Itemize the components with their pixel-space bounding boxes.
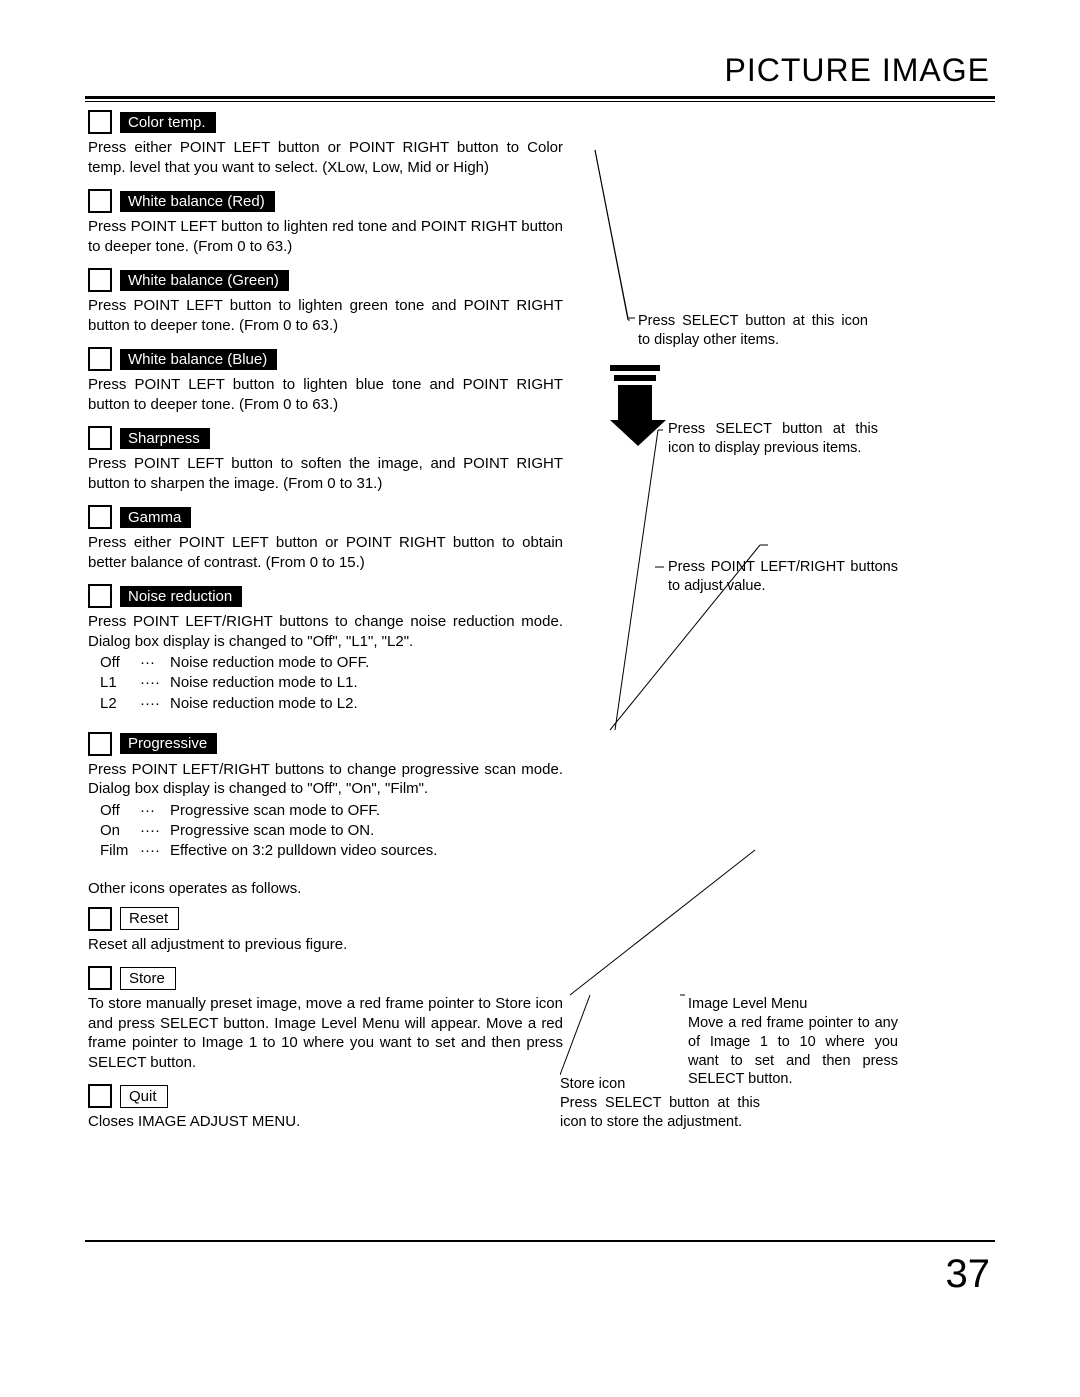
callout-title: Store icon	[560, 1075, 760, 1094]
item-wb-green: White balance (Green) Press POINT LEFT b…	[88, 268, 563, 335]
item-store: Store To store manually preset image, mo…	[88, 966, 563, 1072]
page-title: PICTURE IMAGE	[725, 52, 990, 89]
item-desc: Closes IMAGE ADJUST MENU.	[88, 1112, 563, 1132]
menu-icon	[88, 966, 112, 990]
callout-adjust: Press POINT LEFT/RIGHT buttons to adjust…	[668, 558, 898, 596]
header-rule	[85, 96, 995, 99]
menu-icon	[88, 584, 112, 608]
menu-icon	[88, 732, 112, 756]
item-label: White balance (Blue)	[120, 349, 277, 370]
page-number: 37	[946, 1252, 991, 1297]
left-column: Color temp. Press either POINT LEFT butt…	[88, 110, 563, 1144]
item-gamma: Gamma Press either POINT LEFT button or …	[88, 505, 563, 572]
sub-val: Progressive scan mode to OFF.	[170, 801, 380, 821]
sub-val: Noise reduction mode to L2.	[170, 694, 358, 714]
item-label: White balance (Red)	[120, 191, 275, 212]
sub-key: Film	[100, 841, 140, 861]
sub-key: On	[100, 821, 140, 841]
sub-val: Noise reduction mode to OFF.	[170, 653, 369, 673]
callout-select-other: Press SELECT button at this icon to disp…	[638, 312, 868, 350]
item-label: Color temp.	[120, 112, 216, 133]
item-desc: Reset all adjustment to previous figure.	[88, 935, 563, 955]
sub-val: Progressive scan mode to ON.	[170, 821, 374, 841]
item-wb-red: White balance (Red) Press POINT LEFT but…	[88, 189, 563, 256]
item-desc: Press POINT LEFT button to lighten blue …	[88, 375, 563, 414]
menu-icon	[88, 1084, 112, 1108]
item-desc: Press either POINT LEFT button or POINT …	[88, 533, 563, 572]
menu-icon	[88, 189, 112, 213]
sublist: Off···Progressive scan mode to OFF. On··…	[100, 801, 563, 862]
header-rule-thin	[85, 101, 995, 102]
sub-val: Effective on 3:2 pulldown video sources.	[170, 841, 437, 861]
item-noise-reduction: Noise reduction Press POINT LEFT/RIGHT b…	[88, 584, 563, 714]
item-desc: Press POINT LEFT button to lighten green…	[88, 296, 563, 335]
item-desc: Press POINT LEFT button to lighten red t…	[88, 217, 563, 256]
item-desc: Press POINT LEFT/RIGHT buttons to change…	[88, 612, 563, 651]
item-label: Noise reduction	[120, 586, 242, 607]
item-reset: Reset Reset all adjustment to previous f…	[88, 907, 563, 955]
item-label: Reset	[120, 907, 179, 930]
item-desc: To store manually preset image, move a r…	[88, 994, 563, 1072]
item-progressive: Progressive Press POINT LEFT/RIGHT butto…	[88, 732, 563, 862]
sub-key: L2	[100, 694, 140, 714]
menu-icon	[88, 426, 112, 450]
menu-icon	[88, 268, 112, 292]
right-column: Press SELECT button at this icon to disp…	[560, 140, 1000, 1140]
item-label: Progressive	[120, 733, 217, 754]
sub-key: L1	[100, 673, 140, 693]
item-label: White balance (Green)	[120, 270, 289, 291]
footer-rule	[85, 1240, 995, 1242]
item-desc: Press POINT LEFT button to soften the im…	[88, 454, 563, 493]
item-wb-blue: White balance (Blue) Press POINT LEFT bu…	[88, 347, 563, 414]
menu-icon	[88, 907, 112, 931]
menu-icon	[88, 347, 112, 371]
sub-key: Off	[100, 801, 140, 821]
item-label: Sharpness	[120, 428, 210, 449]
menu-icon	[88, 110, 112, 134]
callout-select-previous: Press SELECT button at this icon to disp…	[668, 420, 878, 458]
callout-lines	[560, 140, 1000, 1140]
item-label: Quit	[120, 1085, 168, 1108]
callout-store-icon: Store icon Press SELECT button at this i…	[560, 1075, 760, 1132]
item-sharpness: Sharpness Press POINT LEFT button to sof…	[88, 426, 563, 493]
item-color-temp: Color temp. Press either POINT LEFT butt…	[88, 110, 563, 177]
plain-note: Other icons operates as follows.	[88, 880, 563, 897]
sub-key: Off	[100, 653, 140, 673]
menu-icon	[88, 505, 112, 529]
sublist: Off···Noise reduction mode to OFF. L1···…	[100, 653, 563, 714]
item-desc: Press either POINT LEFT button or POINT …	[88, 138, 563, 177]
callout-body: Press SELECT button at this icon to stor…	[560, 1095, 760, 1130]
callout-title: Image Level Menu	[688, 995, 898, 1014]
item-label: Gamma	[120, 507, 191, 528]
sub-val: Noise reduction mode to L1.	[170, 673, 358, 693]
item-desc: Press POINT LEFT/RIGHT buttons to change…	[88, 760, 563, 799]
item-label: Store	[120, 967, 176, 990]
down-arrow-icon	[610, 365, 660, 446]
item-quit: Quit Closes IMAGE ADJUST MENU.	[88, 1084, 563, 1132]
